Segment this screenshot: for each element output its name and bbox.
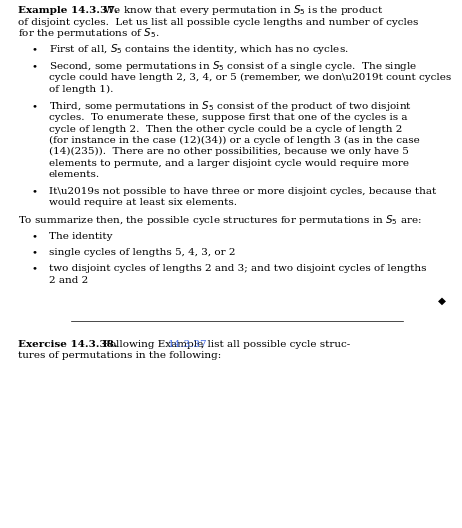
Text: 14.3.37: 14.3.37 <box>168 340 208 348</box>
Text: , list all possible cycle struc-: , list all possible cycle struc- <box>201 340 350 348</box>
Text: cycle could have length 2, 3, 4, or 5 (remember, we don\u2019t count cycles: cycle could have length 2, 3, 4, or 5 (r… <box>49 73 451 82</box>
Text: elements to permute, and a larger disjoint cycle would require more: elements to permute, and a larger disjoi… <box>49 158 408 167</box>
Text: First of all, $S_5$ contains the identity, which has no cycles.: First of all, $S_5$ contains the identit… <box>49 42 348 56</box>
Text: The identity: The identity <box>49 232 112 241</box>
Text: two disjoint cycles of lengths 2 and 3; and two disjoint cycles of lengths: two disjoint cycles of lengths 2 and 3; … <box>49 265 426 274</box>
Text: Third, some permutations in $S_5$ consist of the product of two disjoint: Third, some permutations in $S_5$ consis… <box>49 99 411 113</box>
Text: •: • <box>31 102 37 111</box>
Text: cycles.  To enumerate these, suppose first that one of the cycles is a: cycles. To enumerate these, suppose firs… <box>49 113 407 122</box>
Text: (for instance in the case (12)(34)) or a cycle of length 3 (as in the case: (for instance in the case (12)(34)) or a… <box>49 136 419 145</box>
Text: It\u2019s not possible to have three or more disjoint cycles, because that: It\u2019s not possible to have three or … <box>49 187 436 196</box>
Text: cycle of length 2.  Then the other cycle could be a cycle of length 2: cycle of length 2. Then the other cycle … <box>49 125 402 134</box>
Text: 2 and 2: 2 and 2 <box>49 276 88 285</box>
Text: for the permutations of $S_5$.: for the permutations of $S_5$. <box>18 26 159 40</box>
Text: would require at least six elements.: would require at least six elements. <box>49 199 237 208</box>
Text: (14)(235)).  There are no other possibilities, because we only have 5: (14)(235)). There are no other possibili… <box>49 147 408 156</box>
Text: •: • <box>31 187 37 196</box>
Text: ◆: ◆ <box>438 297 446 306</box>
Text: •: • <box>31 265 37 274</box>
Text: of length 1).: of length 1). <box>49 84 113 94</box>
Text: Exercise 14.3.38.: Exercise 14.3.38. <box>18 340 117 348</box>
Text: •: • <box>31 45 37 54</box>
Text: Second, some permutations in $S_5$ consist of a single cycle.  The single: Second, some permutations in $S_5$ consi… <box>49 59 417 73</box>
Text: single cycles of lengths 5, 4, 3, or 2: single cycles of lengths 5, 4, 3, or 2 <box>49 248 235 257</box>
Text: elements.: elements. <box>49 170 100 179</box>
Text: •: • <box>31 248 37 257</box>
Text: of disjoint cycles.  Let us list all possible cycle lengths and number of cycles: of disjoint cycles. Let us list all poss… <box>18 17 418 26</box>
Text: •: • <box>31 232 37 241</box>
Text: We know that every permutation in $S_5$ is the product: We know that every permutation in $S_5$ … <box>100 3 383 17</box>
Text: tures of permutations in the following:: tures of permutations in the following: <box>18 351 221 360</box>
Text: Following Example: Following Example <box>100 340 207 348</box>
Text: •: • <box>31 62 37 71</box>
Text: To summarize then, the possible cycle structures for permutations in $S_5$ are:: To summarize then, the possible cycle st… <box>18 213 421 227</box>
Text: Example 14.3.37.: Example 14.3.37. <box>18 6 118 15</box>
